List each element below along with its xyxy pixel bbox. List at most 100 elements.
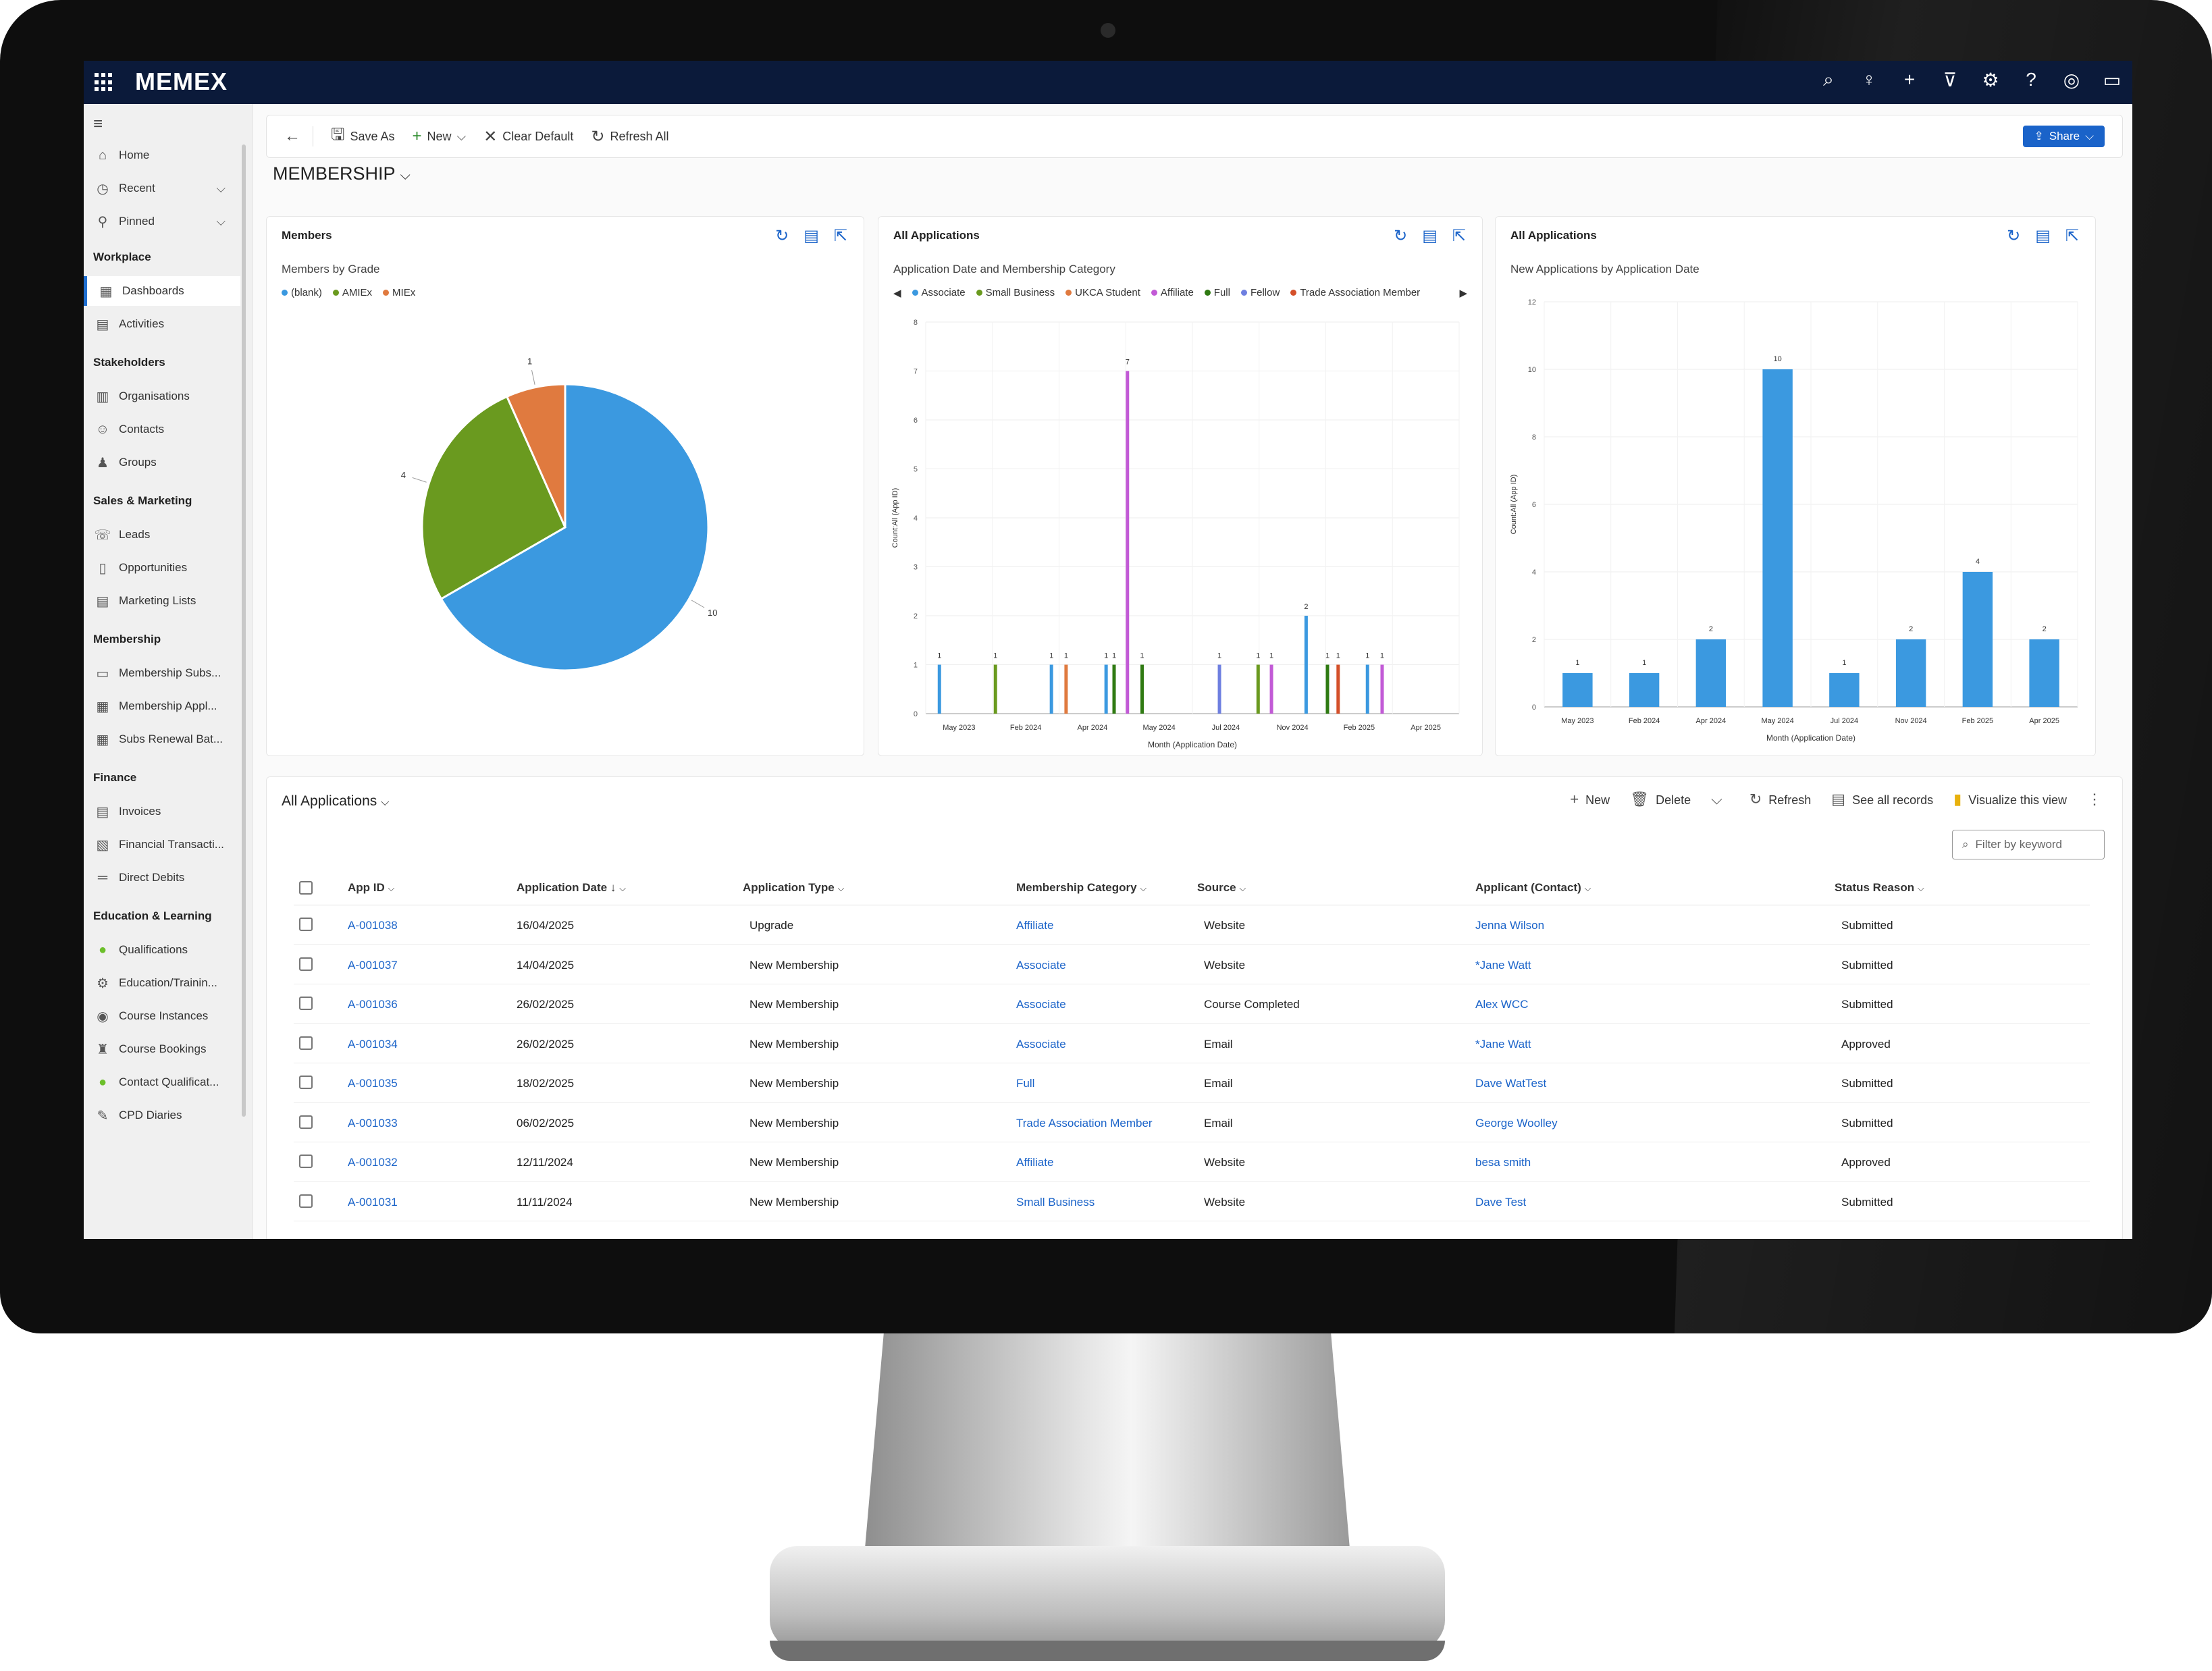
refresh-icon[interactable]: ↻ — [2007, 227, 2021, 245]
table-row[interactable]: A-001034 26/02/2025 New Membership Associat… — [294, 1024, 2090, 1063]
sidebar-item-home[interactable]: ⌂ Home — [84, 140, 240, 170]
pie-label-leader[interactable] — [531, 370, 535, 385]
cell-id[interactable]: A-001032 — [348, 1156, 398, 1169]
cell-category[interactable]: Trade Association Member — [1016, 1116, 1153, 1130]
cell-applicant[interactable]: *Jane Watt — [1475, 1037, 1531, 1051]
column-header[interactable]: Membership Category ⌵ — [1016, 881, 1147, 895]
row-checkbox[interactable] — [299, 1155, 313, 1168]
cell-applicant[interactable]: besa smith — [1475, 1156, 1531, 1169]
pie-slice[interactable] — [440, 383, 710, 672]
expand-icon[interactable]: ⇱ — [1452, 227, 1466, 245]
table-row[interactable]: A-001035 18/02/2025 New Membership Full Emai… — [294, 1063, 2090, 1103]
cell-applicant[interactable]: George Woolley — [1475, 1116, 1558, 1130]
column-header[interactable]: Status Reason ⌵ — [1835, 881, 1924, 895]
new-button[interactable]: + New ⌵ — [413, 127, 467, 146]
grid-refresh-button[interactable]: ↻ Refresh — [1749, 791, 1811, 808]
expand-icon[interactable]: ⇱ — [833, 227, 847, 245]
cell-category[interactable]: Affiliate — [1016, 919, 1054, 932]
bar[interactable] — [993, 664, 997, 714]
settings-icon[interactable]: ⚙ — [1982, 70, 1999, 90]
sidebar-item-marketing-lists[interactable]: ▤ Marketing Lists — [84, 586, 240, 616]
hamburger-menu-icon[interactable]: ≡ — [93, 115, 103, 133]
sidebar-item-recent[interactable]: ◷ Recent ⌵ — [84, 174, 240, 203]
bar[interactable] — [1049, 664, 1053, 714]
bar[interactable] — [1325, 664, 1329, 714]
legend-item[interactable]: Full — [1204, 287, 1230, 299]
row-checkbox[interactable] — [299, 1115, 313, 1129]
sidebar-item-course-bookings[interactable]: ♜ Course Bookings — [84, 1034, 240, 1064]
sidebar-item-pinned[interactable]: ⚲ Pinned ⌵ — [84, 207, 240, 236]
column-header[interactable]: Source ⌵ — [1197, 881, 1246, 895]
cell-id[interactable]: A-001033 — [348, 1116, 398, 1130]
refresh-all-button[interactable]: ↻ Refresh All — [591, 127, 668, 147]
bar[interactable] — [1695, 639, 1727, 707]
bar[interactable] — [2029, 639, 2059, 707]
sidebar-item-direct-debits[interactable]: ═ Direct Debits — [84, 863, 240, 893]
sidebar-item-cpd-diaries[interactable]: ✎ CPD Diaries — [84, 1100, 240, 1130]
pie-slice[interactable] — [505, 383, 567, 528]
pie-label-leader[interactable] — [412, 477, 427, 483]
cell-applicant[interactable]: *Jane Watt — [1475, 958, 1531, 972]
view-selector[interactable]: All Applications ⌵ — [282, 793, 389, 810]
copilot-icon[interactable]: ◎ — [2063, 70, 2080, 90]
cell-category[interactable]: Associate — [1016, 998, 1066, 1011]
table-row[interactable]: A-001037 14/04/2025 New Membership Associat… — [294, 945, 2090, 984]
column-header[interactable]: Applicant (Contact) ⌵ — [1475, 881, 1591, 895]
row-checkbox[interactable] — [299, 997, 313, 1010]
cell-applicant[interactable]: Dave Test — [1475, 1195, 1527, 1209]
legend-item[interactable]: (blank) — [282, 287, 322, 298]
cell-category[interactable]: Small Business — [1016, 1195, 1095, 1209]
sidebar-item-groups[interactable]: ♟ Groups — [84, 448, 240, 477]
cell-category[interactable]: Associate — [1016, 1037, 1066, 1051]
bar[interactable] — [1629, 673, 1660, 707]
view-records-icon[interactable]: ▤ — [1422, 227, 1438, 245]
cell-id[interactable]: A-001031 — [348, 1195, 398, 1209]
refresh-icon[interactable]: ↻ — [1394, 227, 1408, 245]
table-row[interactable]: A-001033 06/02/2025 New Membership Trade As… — [294, 1103, 2090, 1142]
visualize-view-button[interactable]: ▮ Visualize this view — [1953, 791, 2067, 808]
view-records-icon[interactable]: ▤ — [2035, 227, 2051, 245]
view-records-icon[interactable]: ▤ — [804, 227, 819, 245]
legend-item[interactable]: MIEx — [383, 287, 415, 298]
filter-icon[interactable]: ⊽ — [1943, 70, 1957, 90]
more-options-icon[interactable]: ⋮ — [2087, 791, 2102, 807]
table-row[interactable]: A-001032 12/11/2024 New Membership Affiliat… — [294, 1142, 2090, 1182]
cell-category[interactable]: Affiliate — [1016, 1156, 1054, 1169]
sidebar-item-opportunities[interactable]: ▯ Opportunities — [84, 553, 240, 583]
pie-label-leader[interactable] — [691, 600, 705, 608]
cell-applicant[interactable]: Jenna Wilson — [1475, 919, 1545, 932]
bar[interactable] — [1336, 664, 1340, 714]
cell-applicant[interactable]: Alex WCC — [1475, 998, 1529, 1011]
legend-item[interactable]: Associate — [912, 287, 966, 299]
table-row[interactable]: A-001036 26/02/2025 New Membership Associat… — [294, 984, 2090, 1024]
legend-item[interactable]: Small Business — [976, 287, 1055, 299]
cell-id[interactable]: A-001037 — [348, 958, 398, 972]
see-all-records-button[interactable]: ▤ See all records — [1831, 791, 1933, 808]
bar[interactable] — [1762, 369, 1793, 707]
sidebar-item-contacts[interactable]: ☺ Contacts — [84, 415, 240, 444]
more-commands-chevron[interactable]: ⌵ — [1711, 791, 1722, 807]
legend-item[interactable]: AMIEx — [332, 287, 372, 298]
table-row[interactable]: A-001038 16/04/2025 Upgrade Affiliate Websit… — [294, 905, 2090, 945]
sidebar-item-activities[interactable]: ▤ Activities — [84, 309, 240, 339]
column-header[interactable]: Application Date ↓ ⌵ — [517, 881, 626, 895]
bar[interactable] — [1365, 664, 1369, 714]
sidebar-item-invoices[interactable]: ▤ Invoices — [84, 797, 240, 826]
row-checkbox[interactable] — [299, 1194, 313, 1208]
bar[interactable] — [1895, 639, 1926, 707]
bar[interactable] — [1562, 673, 1593, 707]
sidebar-item-qualifications[interactable]: ● Qualifications — [84, 935, 240, 965]
chevron-down-icon[interactable]: ⌵ — [456, 129, 467, 143]
bar[interactable] — [1269, 664, 1273, 714]
select-all-checkbox[interactable] — [299, 881, 313, 895]
help-icon[interactable]: ? — [2026, 69, 2036, 90]
legend-prev-icon[interactable]: ◀ — [893, 288, 901, 299]
lightbulb-icon[interactable]: ♀ — [1862, 69, 1876, 90]
clear-default-button[interactable]: ✕ Clear Default — [483, 127, 573, 147]
bar[interactable] — [937, 664, 941, 714]
legend-item[interactable]: Fellow — [1240, 287, 1280, 299]
grid-delete-button[interactable]: 🗑 Delete — [1630, 791, 1691, 808]
column-header[interactable]: App ID ⌵ — [348, 881, 394, 895]
bar[interactable] — [1304, 616, 1308, 714]
sidebar-item-organisations[interactable]: ▥ Organisations — [84, 381, 240, 411]
